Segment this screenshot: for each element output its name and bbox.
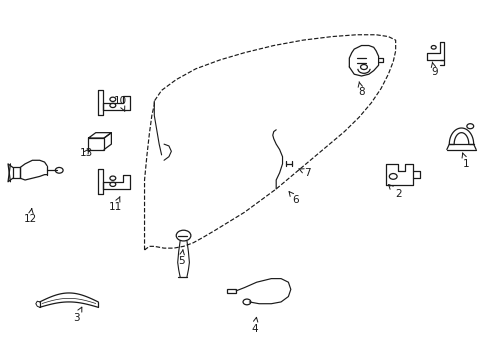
Bar — [227, 289, 236, 293]
Text: 5: 5 — [178, 250, 184, 266]
Text: 8: 8 — [357, 82, 364, 97]
Text: 4: 4 — [250, 317, 257, 334]
Bar — [88, 138, 104, 149]
Text: 7: 7 — [298, 168, 310, 178]
Text: 9: 9 — [430, 62, 437, 77]
Text: 3: 3 — [73, 307, 81, 323]
Text: 13: 13 — [79, 148, 92, 158]
Text: 6: 6 — [288, 192, 298, 205]
Text: 2: 2 — [388, 185, 401, 199]
Text: 11: 11 — [108, 197, 122, 212]
Text: 12: 12 — [23, 209, 37, 224]
Text: 1: 1 — [461, 153, 468, 169]
Text: 10: 10 — [113, 96, 126, 112]
